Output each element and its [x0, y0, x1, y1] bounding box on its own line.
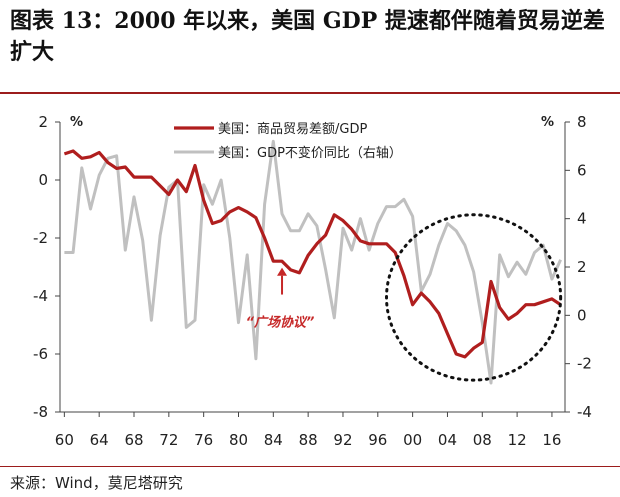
legend-label-gdp-growth: 美国：GDP不变价同比（右轴） — [218, 145, 402, 161]
x-tick-label: 68 — [124, 431, 143, 449]
x-tick-label: 08 — [473, 431, 492, 449]
series-line-gdp-growth — [64, 139, 562, 385]
left-tick-label: -2 — [33, 229, 48, 247]
x-tick-label: 12 — [508, 431, 527, 449]
right-tick-label: 2 — [577, 258, 587, 276]
left-tick-label: -8 — [33, 403, 48, 421]
left-tick-label: 0 — [38, 171, 48, 189]
right-tick-label: -2 — [577, 355, 592, 373]
legend-label-trade-balance: 美国：商品贸易差额/GDP — [218, 122, 367, 137]
highlight-ellipse — [385, 213, 563, 382]
x-tick-label: 60 — [55, 431, 74, 449]
right-tick-label: 6 — [577, 161, 587, 179]
x-tick-label: 88 — [299, 431, 318, 449]
title-rule — [0, 92, 620, 94]
left-axis-labels: 2 0 -2 -4 -6 -8 — [33, 113, 60, 421]
right-tick-label: 8 — [577, 113, 587, 131]
x-tick-label: 00 — [403, 431, 422, 449]
x-tick-label: 80 — [229, 431, 248, 449]
annotation-label: “广场协议” — [246, 314, 315, 330]
legend: 美国：商品贸易差额/GDP 美国：GDP不变价同比（右轴） — [174, 122, 402, 161]
annotation-arrow-head — [277, 267, 288, 276]
series-line-trade-balance — [63, 149, 562, 359]
right-tick-label: -4 — [577, 403, 592, 421]
x-tick-label: 76 — [194, 431, 213, 449]
x-axis-labels: 60 64 68 72 76 80 84 88 92 96 00 04 08 12 16 — [55, 431, 562, 449]
right-tick-label: 0 — [577, 306, 587, 324]
right-axis-labels: 8 6 4 2 0 -2 -4 — [565, 113, 592, 421]
x-tick-label: 04 — [438, 431, 457, 449]
chart-title: 图表 13：2000 年以来，美国 GDP 提速都伴随着贸易逆差扩大 — [10, 8, 605, 65]
x-tick-label: 96 — [368, 431, 387, 449]
source-rule — [0, 466, 620, 467]
x-tick-label: 72 — [159, 431, 178, 449]
left-tick-label: 2 — [38, 113, 48, 131]
x-tick-label: 16 — [542, 431, 561, 449]
x-tick-label: 84 — [264, 431, 283, 449]
left-tick-label: -4 — [33, 287, 48, 305]
x-tick-label: 92 — [333, 431, 352, 449]
x-tick-label: 64 — [90, 431, 109, 449]
right-tick-label: 4 — [577, 210, 587, 228]
left-axis-unit: % — [70, 115, 83, 130]
plaza-accord-annotation: “广场协议” — [246, 267, 315, 330]
left-tick-label: -6 — [33, 345, 48, 363]
right-axis-unit: % — [541, 115, 554, 130]
x-axis-ticks — [63, 412, 553, 417]
source-note: 来源：Wind，莫尼塔研究 — [10, 474, 183, 492]
